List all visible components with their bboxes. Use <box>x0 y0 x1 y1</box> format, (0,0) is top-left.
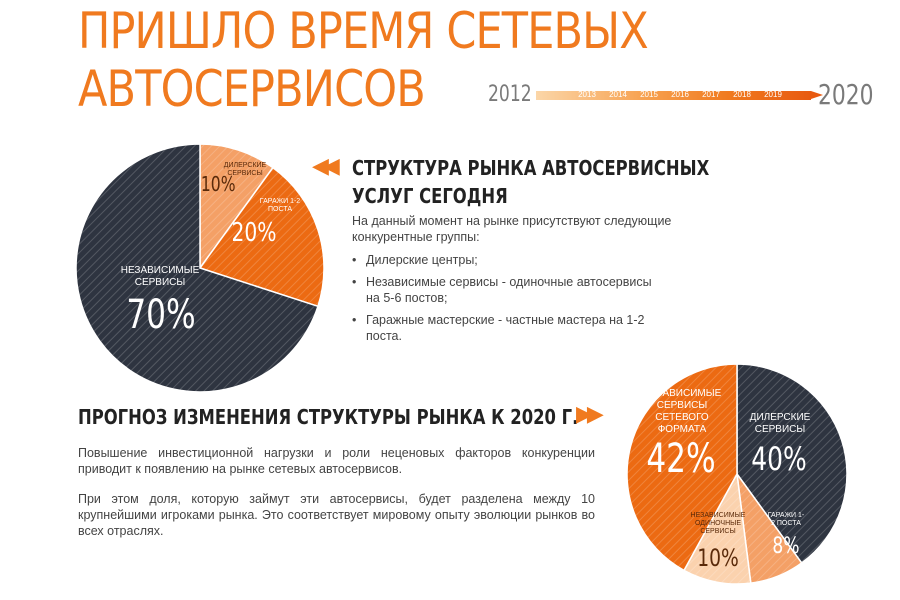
pie2-label-garage: Гаражи 1-2 поста <box>767 512 805 527</box>
pie-slice-texture <box>737 364 847 563</box>
title-line-1: ПРИШЛО ВРЕМЯ СЕТЕВЫХ <box>78 2 649 60</box>
timeline-year: 2017 <box>702 90 720 99</box>
pie-slice-texture <box>627 364 737 571</box>
pie2-label-dealer: Дилерские сервисы <box>749 412 811 435</box>
pie-chart-current <box>75 143 325 393</box>
pie2-label-single: Независимые одиночные сервисы <box>690 512 746 535</box>
timeline-year: 2013 <box>578 90 596 99</box>
page-title: ПРИШЛО ВРЕМЯ СЕТЕВЫХ АВТОСЕРВИСОВ <box>78 2 649 118</box>
timeline-bar <box>536 91 823 100</box>
timeline-year: 2015 <box>640 90 658 99</box>
pie-slice-texture <box>684 474 751 584</box>
pie2-label-network: Независимые сервисы сетевого формата <box>642 388 722 435</box>
section1-heading-line1: СТРУКТУРА РЫНКА АВТОСЕРВИСНЫХ <box>352 156 710 180</box>
section1-intro: На данный момент на рынке присутствуют с… <box>352 214 672 244</box>
section1-heading-line2: УСЛУГ СЕГОДНЯ <box>352 184 508 208</box>
pie2-slices <box>626 363 848 585</box>
list-item: Дилерские центры; <box>352 252 652 268</box>
section2-paragraph-2: При этом доля, которую займут эти автосе… <box>78 492 595 538</box>
pie-slice-texture <box>200 144 273 268</box>
pie1-label-garage: Гаражи 1-2 поста <box>259 198 301 213</box>
list-item: Независимые сервисы - одиночные автосерв… <box>352 274 652 306</box>
pie-slice-texture <box>200 167 324 307</box>
timeline: 2012 2013 2014 2015 2016 2017 2018 2019 … <box>488 78 874 118</box>
heading-arrows-right-icon: ▶▶ <box>576 401 604 426</box>
list-item: Гаражные мастерские - частные мастера на… <box>352 312 652 344</box>
pie-slice-texture <box>76 144 318 392</box>
competitor-list: Дилерские центры; Независимые сервисы - … <box>352 252 652 350</box>
pie2-value-garage: 8% <box>772 534 800 559</box>
section1-heading: СТРУКТУРА РЫНКА АВТОСЕРВИСНЫХ УСЛУГ СЕГО… <box>352 154 709 210</box>
pie-slice-texture <box>737 474 802 584</box>
section2-paragraph-1: Повышение инвестиционной нагрузки и роли… <box>78 446 595 476</box>
heading-arrows-left-icon: ◀◀ <box>312 153 340 178</box>
pie2-value-single: 10% <box>697 544 739 572</box>
pie1-value-garage: 20% <box>231 218 277 248</box>
timeline-years: 2013 2014 2015 2016 2017 2018 2019 <box>576 90 784 99</box>
timeline-end-year: 2020 <box>818 78 874 111</box>
section2-heading: ПРОГНОЗ ИЗМЕНЕНИЯ СТРУКТУРЫ РЫНКА К 2020… <box>78 405 579 429</box>
pie-chart-forecast <box>626 363 848 585</box>
title-line-2: АВТОСЕРВИСОВ <box>78 60 426 118</box>
pie2-value-dealer: 40% <box>751 440 807 478</box>
timeline-year: 2019 <box>764 90 782 99</box>
timeline-year: 2014 <box>609 90 627 99</box>
pie1-value-independent: 70% <box>126 292 196 338</box>
pie1-value-dealer: 10% <box>200 172 236 196</box>
pie1-label-independent: Независимые сервисы <box>120 265 200 288</box>
pie1-label-dealer: Дилерские сервисы <box>223 162 267 177</box>
timeline-year: 2016 <box>671 90 689 99</box>
pie1-slices <box>75 143 325 393</box>
timeline-year: 2018 <box>733 90 751 99</box>
timeline-start-year: 2012 <box>488 82 532 107</box>
pie2-value-network: 42% <box>646 436 716 482</box>
